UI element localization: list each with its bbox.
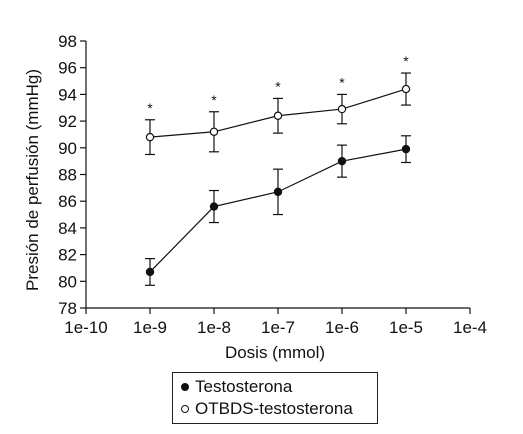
y-tick-label: 98: [58, 32, 77, 51]
data-point: [337, 156, 347, 166]
significance-annotation: *: [147, 100, 153, 116]
data-point: [273, 187, 283, 197]
legend-item-otbds-testosterona: OTBDS-testosterona: [181, 399, 353, 419]
x-tick-label: 1e-7: [261, 318, 295, 337]
y-tick-label: 80: [58, 272, 77, 291]
y-tick-label: 96: [58, 59, 77, 78]
legend-label: OTBDS-testosterona: [195, 399, 353, 418]
y-tick-label: 82: [58, 246, 77, 265]
legend-label: Testosterona: [195, 377, 293, 396]
filled-circle-icon: [181, 383, 189, 391]
x-tick-label: 1e-4: [453, 318, 487, 337]
data-point: [273, 111, 283, 120]
series-testosterona: [145, 135, 411, 286]
significance-annotation: *: [211, 92, 217, 108]
y-tick-label: 86: [58, 192, 77, 211]
x-tick-label: 1e-8: [197, 318, 231, 337]
significance-annotation: *: [339, 74, 345, 90]
legend: Testosterona OTBDS-testosterona: [172, 372, 378, 424]
x-tick-label: 1e-10: [64, 318, 107, 337]
significance-annotation: *: [275, 78, 281, 94]
data-point: [209, 202, 219, 211]
y-axis-label: Presión de perfusión (mmHg): [23, 69, 42, 291]
axes: 78 80 82 84 86 88 90 92 94 96 98 1e-10 1e-9 1e-8 1e-7 1…: [58, 32, 487, 337]
y-tick-label: 84: [58, 219, 77, 238]
chart: 78 80 82 84 86 88 90 92 94 96 98 1e-10 1e-9 1e-8 1e-7 1…: [23, 32, 487, 362]
x-tick-label: 1e-5: [389, 318, 423, 337]
y-tick-label: 94: [58, 85, 77, 104]
y-tick-label: 92: [58, 112, 77, 131]
data-point: [209, 127, 219, 136]
series-otbds-testosterona: * * * * *: [145, 53, 411, 156]
y-tick-label: 90: [58, 139, 77, 158]
x-tick-label: 1e-6: [325, 318, 359, 337]
data-point: [145, 132, 155, 142]
data-point: [145, 267, 155, 277]
data-point: [401, 84, 411, 94]
open-circle-icon: [181, 405, 189, 413]
significance-annotation: *: [403, 53, 409, 69]
y-tick-label: 78: [58, 299, 77, 318]
legend-item-testosterona: Testosterona: [181, 377, 292, 397]
x-axis-label: Dosis (mmol): [225, 343, 325, 362]
x-tick-label: 1e-9: [133, 318, 167, 337]
data-point: [337, 104, 347, 114]
y-tick-label: 88: [58, 166, 77, 185]
data-point: [401, 144, 411, 154]
series-layer: * * * * *: [145, 53, 411, 286]
